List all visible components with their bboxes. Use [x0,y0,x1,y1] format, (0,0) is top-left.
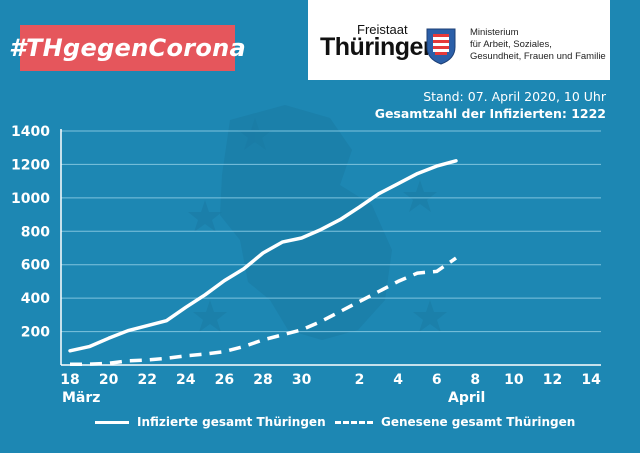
stand-timestamp: Stand: 07. April 2020, 10 Uhr [423,89,606,104]
x-tick-label: 12 [543,372,562,388]
y-tick-label: 1400 [11,124,50,140]
x-tick-label: 22 [137,372,156,388]
x-tick-label: 28 [253,372,272,388]
x-tick-label: 4 [393,372,403,388]
ministry-line: Ministerium [470,27,519,38]
y-tick-label: 600 [21,258,50,274]
logo-land-text: Thüringen [320,33,438,61]
star-icon [193,300,227,332]
legend-item-infected: Infizierte gesamt Thüringen [95,415,326,429]
ministry-line: für Arbeit, Soziales, [470,39,552,50]
logo-freistaat-text: Freistaat [357,22,408,37]
hashtag-banner: #THgegenCorona [9,25,246,71]
y-tick-label: 400 [21,291,50,307]
x-tick-label: 26 [215,372,234,388]
logo-panel [308,0,610,80]
x-tick-label: 2 [355,372,365,388]
x-tick-label: 20 [99,372,119,388]
ministry-line: Gesundheit, Frauen und Familie [470,51,606,62]
x-tick-label: 14 [581,372,601,388]
series-line-recovered [70,256,457,366]
x-tick-label: 18 [60,372,79,388]
star-icon [403,180,437,212]
x-tick-label: 6 [432,372,442,388]
total-infected: Gesamtzahl der Infizierten: 1222 [374,106,606,121]
legend-label-recovered: Genesene gesamt Thüringen [381,415,576,429]
x-tick-label: 30 [292,372,312,388]
y-tick-label: 200 [21,325,50,341]
month-label: April [448,390,485,406]
y-tick-label: 800 [21,224,50,240]
series-line-infected [68,159,458,353]
star-icon [188,200,222,232]
star-icon [238,118,272,150]
legend-dashed-swatch [335,420,373,424]
legend-item-recovered: Genesene gesamt Thüringen [335,415,575,429]
ministry-name: Ministerium für Arbeit, Soziales, Gesund… [470,27,606,63]
y-tick-label: 1200 [11,157,50,173]
x-tick-label: 10 [504,372,524,388]
coat-of-arms-icon [426,28,456,65]
x-tick-label: 8 [470,372,480,388]
month-label: März [62,390,100,406]
y-tick-label: 1000 [11,191,50,207]
emblem-stars [188,118,447,332]
hashtag-text: #THgegenCorona [8,34,247,62]
legend-label-infected: Infizierte gesamt Thüringen [137,415,326,429]
legend-solid-swatch [95,420,129,424]
lion-silhouette [220,105,392,340]
star-icon [413,300,447,332]
x-tick-label: 24 [176,372,196,388]
